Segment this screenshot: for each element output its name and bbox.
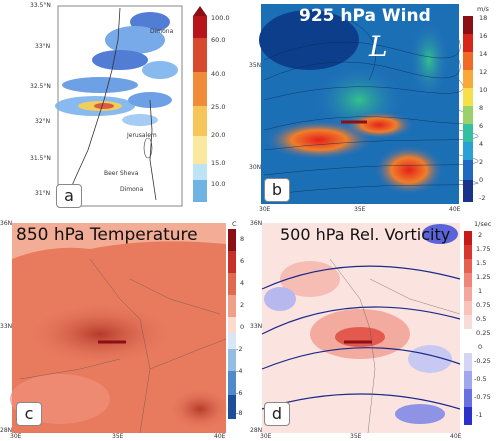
city-label: Jerusalem [127,132,157,139]
panel-d-colorbar [464,231,472,425]
colorbar-tick: 4 [240,279,245,287]
colorbar-tick: 12 [479,68,488,76]
colorbar-tick: 18 [479,14,488,22]
colorbar-tick: 15.0 [211,159,226,167]
lat-tick: 33.5°N [30,2,51,9]
colorbar-tick: -4 [236,367,243,375]
lat-tick: 28N [0,427,13,434]
colorbar-tick: 0.5 [476,315,487,323]
panel-c-temperature-map: 850 hPa Temperature 36N 33N 28N 30E 35E … [0,219,250,441]
colorbar-tick: 40.0 [211,70,226,78]
lat-tick: 31°N [35,190,51,197]
colorbar-tick: -0.75 [474,393,491,401]
panel-label: c [16,402,42,426]
colorbar-tick: -1 [476,411,483,419]
colorbar-tick: -0.25 [474,357,491,365]
lon-tick: 35E [112,433,124,440]
panel-b-title: 925 hPa Wind [299,6,431,26]
lon-tick: 40E [450,433,462,440]
panel-c-colorbar [228,229,236,419]
colorbar-tick: -0.5 [474,375,487,383]
lat-tick: 36N [250,220,263,227]
panel-b-colorbar [463,16,473,202]
colorbar-tick: 25.0 [211,103,226,111]
temperature-map [10,223,230,434]
colorbar-tick: -6 [236,389,243,397]
lat-tick: 30N [249,164,262,171]
panel-a-colorbar [193,6,207,202]
colorbar-tick: 4 [479,140,484,148]
colorbar-tick: -2 [236,345,243,353]
colorbar-unit: 1/sec [474,220,492,228]
lat-tick: 35N [249,62,262,69]
colorbar-tick: 0 [479,176,484,184]
lon-tick: 35E [354,206,366,213]
colorbar-tick: 2 [478,231,483,239]
colorbar-unit: m/s [477,5,489,13]
colorbar-tick: 0 [240,323,245,331]
lat-tick: 31.5°N [30,155,51,162]
colorbar-tick: 20.0 [211,131,226,139]
panel-label: b [264,178,290,202]
colorbar-tick: 100.0 [211,14,230,22]
panel-c-title: 850 hPa Temperature [16,225,198,245]
lat-tick: 28N [250,427,263,434]
colorbar-tick: 0.75 [476,301,491,309]
city-label: Dimona [150,28,174,35]
colorbar-tick: 8 [240,235,245,243]
colorbar-tick: 1.25 [476,273,491,281]
lat-tick: 36N [0,220,13,227]
lon-tick: 40E [449,206,461,213]
colorbar-tick: 0 [478,343,483,351]
low-pressure-marker: L [369,30,388,63]
colorbar-tick: 8 [479,104,484,112]
colorbar-tick: 1.75 [476,245,491,253]
colorbar-tick: 10.0 [211,180,226,188]
colorbar-tick: 2 [479,158,484,166]
lon-tick: 35E [350,433,362,440]
colorbar-tick: 6 [479,122,484,130]
colorbar-tick: 1.5 [476,259,487,267]
lat-tick: 33N [0,323,13,330]
colorbar-tick: 6 [240,257,245,265]
panel-a-radar-map: 33.5°N 33°N 32.5°N 32°N 31.5°N 31°N Dimo… [0,0,245,212]
colorbar-tick: 10 [479,86,488,94]
colorbar-tick: 1 [478,287,483,295]
wind-map [259,4,479,204]
panel-d-title: 500 hPa Rel. Vorticity [280,225,451,244]
colorbar-tick: 60.0 [211,36,226,44]
lon-tick: 40E [214,433,226,440]
lon-tick: 30E [260,433,272,440]
city-label: Beer Sheva [104,170,139,177]
colorbar-tick: 2 [240,301,245,309]
panel-label: a [56,184,82,208]
radar-map [55,5,183,207]
colorbar-tick: 0.25 [476,329,491,337]
lat-tick: 32°N [35,118,51,125]
panel-label: d [264,402,290,426]
lon-tick: 30E [10,433,22,440]
city-label: Dimona [120,186,144,193]
colorbar-tick: -2 [479,194,486,202]
lat-tick: 33N [250,323,263,330]
colorbar-unit: C [232,220,237,228]
lon-tick: 30E [259,206,271,213]
colorbar-tick: 16 [479,32,488,40]
panel-d-vorticity-map: 500 hPa Rel. Vorticity 36N 33N 28N 30E 3… [250,219,500,441]
colorbar-tick: 14 [479,50,488,58]
lat-tick: 33°N [35,43,51,50]
colorbar-tick: -8 [236,409,243,417]
panel-b-wind-map: 925 hPa Wind L 35N 30N 30E 35E 40E m/s 1… [249,0,500,215]
lat-tick: 32.5°N [30,83,51,90]
